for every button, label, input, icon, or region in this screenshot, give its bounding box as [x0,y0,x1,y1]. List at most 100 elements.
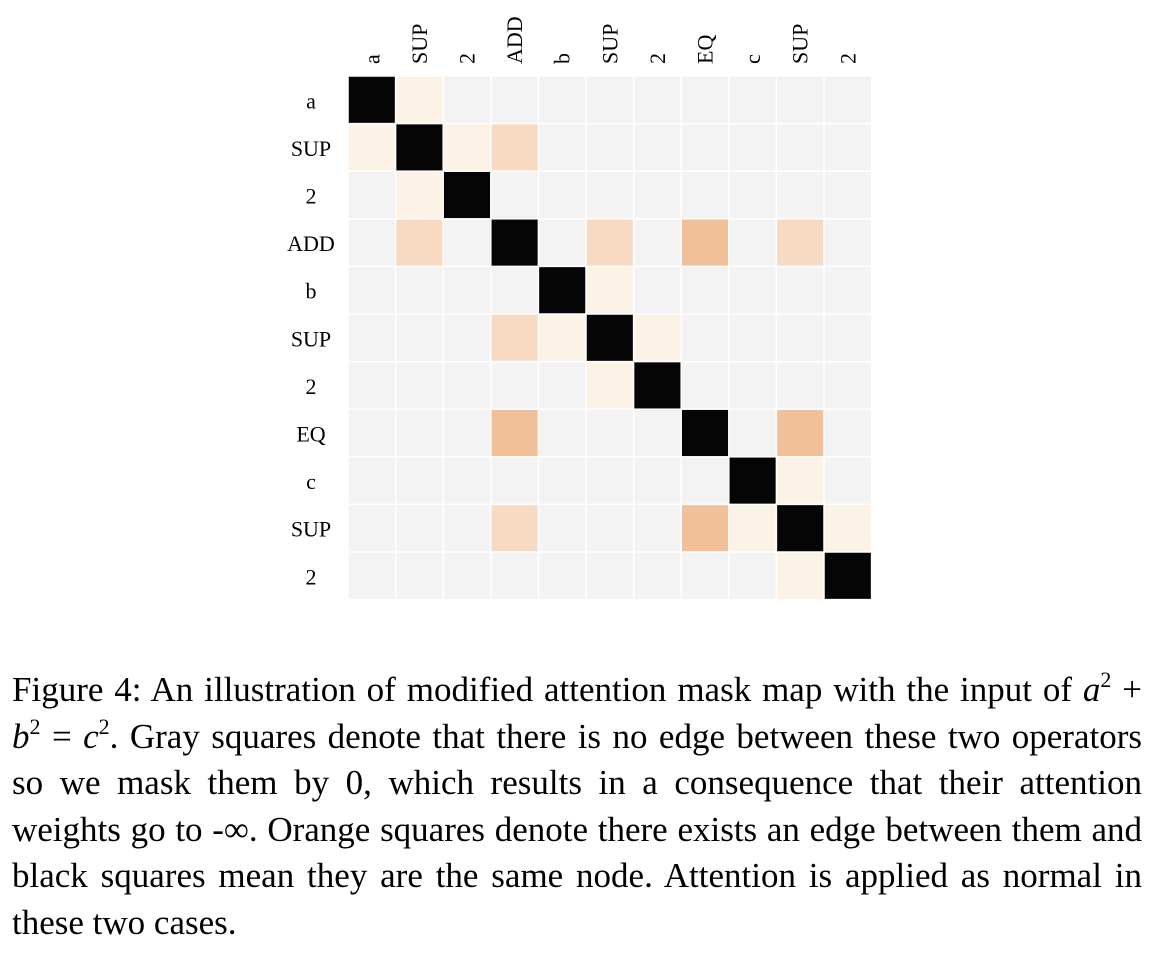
heatmap-cell-r10-c1 [396,552,443,599]
heatmap-cell-r3-c6 [634,219,681,266]
heatmap-cell-r10-c3 [491,552,538,599]
heatmap-cell-r2-c10 [824,171,871,219]
attention-mask-figure: a SUP 2 ADD b SUP 2 EQ c SUP 2 a SUP 2 ADD b SUP 2 EQ c SUP… [287,16,871,599]
math-exponent-b: 2 [29,713,41,739]
heatmap-cell-r3-c8 [729,219,776,266]
heatmap-cell-r0-c4 [539,76,586,123]
heatmap-cell-r6-c0 [348,362,395,409]
y-tick-label-4: b [306,279,317,304]
heatmap-cell-r4-c7 [681,267,729,314]
heatmap-cell-r3-c1 [396,219,443,266]
caption-label: Figure 4: [12,670,142,709]
heatmap-cell-r5-c6 [634,314,681,361]
x-tick-label-0: a [359,54,384,64]
heatmap-cell-r7-c2 [443,409,491,457]
heatmap-cell-r1-c4 [539,124,586,171]
heatmap-cell-r1-c8 [729,124,776,171]
heatmap-cell-r3-c5 [586,219,633,266]
heatmap-cell-r9-c9 [777,505,824,552]
heatmap-cell-r1-c6 [634,124,681,171]
heatmap-cell-r0-c8 [729,76,776,123]
heatmap-cell-r2-c4 [539,171,586,219]
heatmap-cell-r2-c2 [443,171,491,219]
x-tick-label-4: b [550,53,575,64]
x-tick-label-7: EQ [693,35,718,64]
heatmap-cell-r9-c2 [443,505,491,552]
heatmap-cell-r10-c5 [586,552,633,599]
heatmap-cell-r4-c10 [824,267,871,314]
heatmap-cell-r2-c9 [777,171,824,219]
heatmap-cell-r0-c3 [491,76,538,123]
heatmap-cell-r6-c6 [634,362,681,409]
y-tick-label-8: c [306,469,316,494]
heatmap-cell-r1-c5 [586,124,633,171]
x-tick-label-5: SUP [597,24,622,64]
heatmap-cell-r6-c4 [539,362,586,409]
heatmap-cell-r4-c3 [491,267,538,314]
heatmap-cell-r2-c5 [586,171,633,219]
heatmap-cell-r7-c10 [824,409,871,457]
heatmap-cell-r6-c7 [681,362,729,409]
heatmap-cell-r6-c9 [777,362,824,409]
heatmap-cell-r10-c6 [634,552,681,599]
heatmap-cell-r5-c7 [681,314,729,361]
y-tick-label-5: SUP [291,326,331,351]
heatmap-cell-r0-c5 [586,76,633,123]
x-tick-label-8: c [740,54,765,64]
x-tick-label-9: SUP [788,24,813,64]
x-tick-label-6: 2 [645,53,670,64]
heatmap-cell-r0-c10 [824,76,871,123]
math-plus: + [1122,670,1143,709]
heatmap-cell-r9-c3 [491,505,538,552]
heatmap-cell-r7-c7 [681,409,729,457]
math-exponent-a: 2 [1100,667,1112,692]
heatmap-cell-r10-c7 [681,552,729,599]
heatmap-cell-r9-c1 [396,505,443,552]
x-tick-label-3: ADD [502,16,527,64]
heatmap-cell-r7-c1 [396,409,443,457]
caption-text-part1: An illustration of modified attention ma… [150,670,1072,709]
heatmap-cell-r8-c10 [824,457,871,504]
math-var-c: c [83,716,99,756]
heatmap-cell-r6-c3 [491,362,538,409]
heatmap-cell-r1-c3 [491,124,538,171]
heatmap-cell-r2-c7 [681,171,729,219]
y-tick-label-2: 2 [306,184,317,209]
heatmap-cell-r4-c8 [729,267,776,314]
math-var-b: b [12,716,30,756]
heatmap-cell-r7-c0 [348,409,395,457]
heatmap-cell-r4-c1 [396,267,443,314]
heatmap-cell-r0-c7 [681,76,729,123]
heatmap-cell-r7-c6 [634,409,681,457]
y-tick-label-9: SUP [291,517,331,542]
y-tick-label-10: 2 [306,564,317,589]
heatmap-cell-r4-c0 [348,267,395,314]
heatmap-cell-r4-c6 [634,267,681,314]
heatmap-cell-r9-c4 [539,505,586,552]
figure-caption: Figure 4: An illustration of modified at… [12,667,1142,946]
heatmap-cell-r1-c0 [348,124,395,171]
heatmap-cell-r4-c2 [443,267,491,314]
heatmap-cell-r6-c5 [586,362,633,409]
heatmap-cell-r0-c0 [348,76,395,123]
heatmap-cell-r7-c5 [586,409,633,457]
heatmap-cell-r0-c9 [777,76,824,123]
y-tick-labels: a SUP 2 ADD b SUP 2 EQ c SUP 2 [287,88,335,589]
heatmap-cell-r2-c0 [348,171,395,219]
heatmap-cell-r8-c1 [396,457,443,504]
heatmap-cell-r8-c0 [348,457,395,504]
heatmap-cell-r2-c1 [396,171,443,219]
heatmap-cell-r0-c1 [396,76,443,123]
heatmap-cell-r8-c9 [777,457,824,504]
heatmap-cell-r9-c5 [586,505,633,552]
heatmap-cell-r1-c1 [396,124,443,171]
heatmap-cell-r8-c6 [634,457,681,504]
heatmap-cell-r2-c3 [491,171,538,219]
attention-mask-heatmap: a SUP 2 ADD b SUP 2 EQ c SUP 2 a SUP 2 ADD b SUP 2 EQ c SUP… [287,16,871,599]
heatmap-cell-r5-c8 [729,314,776,361]
heatmap-cell-r3-c2 [443,219,491,266]
heatmap-cell-r6-c1 [396,362,443,409]
heatmap-cell-r3-c9 [777,219,824,266]
heatmap-cell-r8-c2 [443,457,491,504]
heatmap-cell-r8-c4 [539,457,586,504]
